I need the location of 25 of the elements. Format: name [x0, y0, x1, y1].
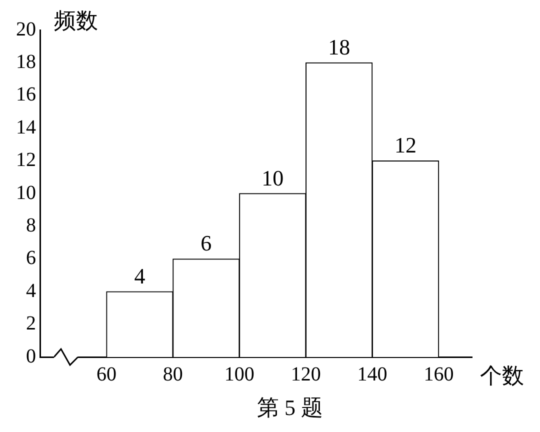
y-tick-label: 14 [16, 116, 36, 138]
x-tick-label: 60 [96, 363, 116, 386]
y-tick-label: 16 [16, 84, 36, 106]
y-tick-label: 20 [16, 18, 36, 40]
y-tick-label: 12 [16, 149, 36, 172]
x-axis-title: 个数 [480, 362, 524, 388]
y-tick-label: 10 [16, 182, 36, 204]
data-label: 6 [200, 230, 212, 256]
text: 第 5 题 [256, 394, 324, 422]
y-tick-label: 6 [26, 247, 36, 270]
y-tick-label: 18 [16, 50, 36, 73]
x-tick-label: 80 [162, 363, 183, 386]
data-label: 18 [328, 34, 350, 60]
x-tick-label: 100 [224, 363, 254, 386]
y-tick-label: 2 [26, 312, 36, 335]
y-tick-label: 8 [26, 214, 36, 236]
y-tick-label: 4 [26, 280, 36, 302]
x-tick-label: 140 [357, 363, 388, 386]
data-label: 4 [134, 263, 146, 288]
y-axis-title: 频数 [54, 8, 98, 33]
x-tick-label: 160 [424, 363, 454, 386]
y-tick-label: 0 [26, 345, 36, 368]
data-label: 12 [394, 132, 417, 158]
data-label: 10 [262, 165, 284, 190]
x-tick-label: 120 [290, 363, 321, 386]
